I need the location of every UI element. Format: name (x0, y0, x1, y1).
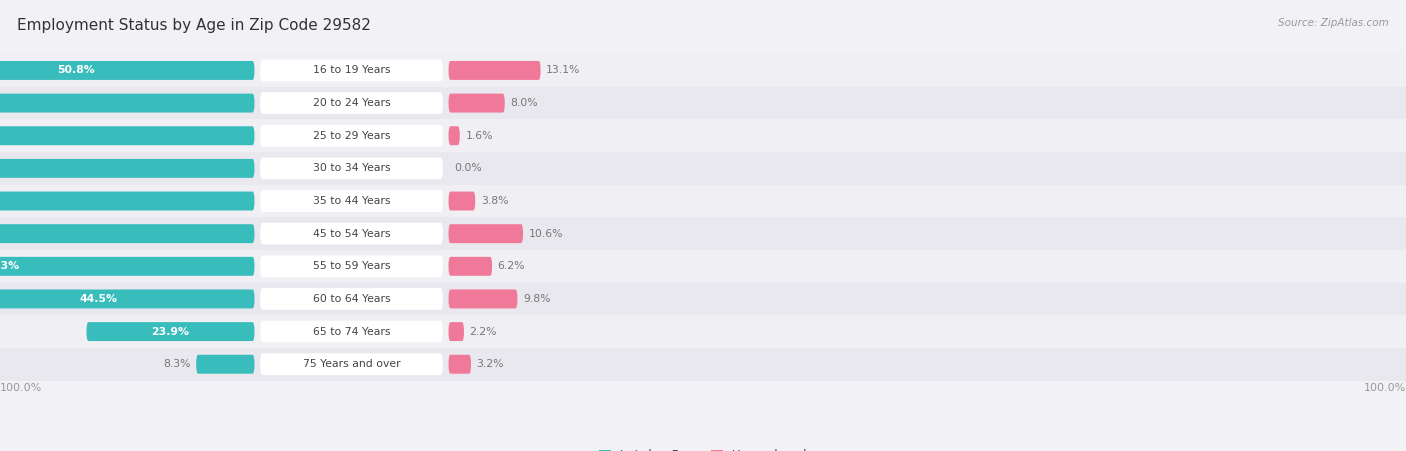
FancyBboxPatch shape (260, 125, 443, 147)
Bar (0, 120, 1406, 152)
FancyBboxPatch shape (260, 255, 443, 277)
FancyBboxPatch shape (260, 157, 443, 179)
Text: 72.3%: 72.3% (0, 261, 20, 272)
Text: 100.0%: 100.0% (1364, 383, 1406, 393)
FancyBboxPatch shape (449, 192, 475, 211)
Text: 10.6%: 10.6% (529, 229, 564, 239)
FancyBboxPatch shape (0, 290, 254, 308)
FancyBboxPatch shape (0, 257, 254, 276)
FancyBboxPatch shape (260, 321, 443, 342)
Text: 60 to 64 Years: 60 to 64 Years (312, 294, 391, 304)
Text: 45 to 54 Years: 45 to 54 Years (312, 229, 391, 239)
FancyBboxPatch shape (449, 126, 460, 145)
FancyBboxPatch shape (197, 355, 254, 374)
Text: Source: ZipAtlas.com: Source: ZipAtlas.com (1278, 18, 1389, 28)
Text: 3.8%: 3.8% (481, 196, 509, 206)
Text: 44.5%: 44.5% (79, 294, 117, 304)
FancyBboxPatch shape (449, 61, 540, 80)
FancyBboxPatch shape (0, 61, 254, 80)
Text: 9.8%: 9.8% (523, 294, 551, 304)
Text: 30 to 34 Years: 30 to 34 Years (312, 163, 391, 173)
Text: 35 to 44 Years: 35 to 44 Years (312, 196, 391, 206)
FancyBboxPatch shape (0, 159, 254, 178)
Bar (0, 152, 1406, 185)
Text: 0.0%: 0.0% (454, 163, 482, 173)
Text: Employment Status by Age in Zip Code 29582: Employment Status by Age in Zip Code 295… (17, 18, 371, 33)
Bar (0, 315, 1406, 348)
Text: 8.0%: 8.0% (510, 98, 538, 108)
Text: 55 to 59 Years: 55 to 59 Years (312, 261, 391, 272)
Bar (0, 185, 1406, 217)
FancyBboxPatch shape (87, 322, 254, 341)
FancyBboxPatch shape (260, 190, 443, 212)
Text: 75 Years and over: 75 Years and over (302, 359, 401, 369)
Text: 65 to 74 Years: 65 to 74 Years (312, 327, 391, 336)
Text: 1.6%: 1.6% (465, 131, 494, 141)
Legend: In Labor Force, Unemployed: In Labor Force, Unemployed (595, 444, 811, 451)
Text: 20 to 24 Years: 20 to 24 Years (312, 98, 391, 108)
FancyBboxPatch shape (260, 353, 443, 375)
FancyBboxPatch shape (449, 355, 471, 374)
FancyBboxPatch shape (449, 290, 517, 308)
FancyBboxPatch shape (449, 322, 464, 341)
Bar (0, 283, 1406, 315)
Bar (0, 217, 1406, 250)
Bar (0, 87, 1406, 120)
Text: 25 to 29 Years: 25 to 29 Years (312, 131, 391, 141)
FancyBboxPatch shape (260, 223, 443, 244)
FancyBboxPatch shape (0, 94, 254, 113)
Text: 100.0%: 100.0% (0, 383, 42, 393)
Text: 16 to 19 Years: 16 to 19 Years (312, 65, 391, 75)
Bar (0, 250, 1406, 283)
FancyBboxPatch shape (0, 224, 254, 243)
Text: 50.8%: 50.8% (58, 65, 94, 75)
Text: 6.2%: 6.2% (498, 261, 526, 272)
Text: 8.3%: 8.3% (163, 359, 191, 369)
FancyBboxPatch shape (0, 126, 254, 145)
FancyBboxPatch shape (449, 257, 492, 276)
Bar (0, 54, 1406, 87)
Text: 2.2%: 2.2% (470, 327, 498, 336)
FancyBboxPatch shape (449, 94, 505, 113)
Text: 23.9%: 23.9% (152, 327, 190, 336)
FancyBboxPatch shape (260, 60, 443, 81)
FancyBboxPatch shape (260, 92, 443, 114)
FancyBboxPatch shape (449, 224, 523, 243)
Text: 3.2%: 3.2% (477, 359, 505, 369)
Bar (0, 348, 1406, 381)
FancyBboxPatch shape (0, 192, 254, 211)
Text: 13.1%: 13.1% (546, 65, 581, 75)
FancyBboxPatch shape (260, 288, 443, 310)
